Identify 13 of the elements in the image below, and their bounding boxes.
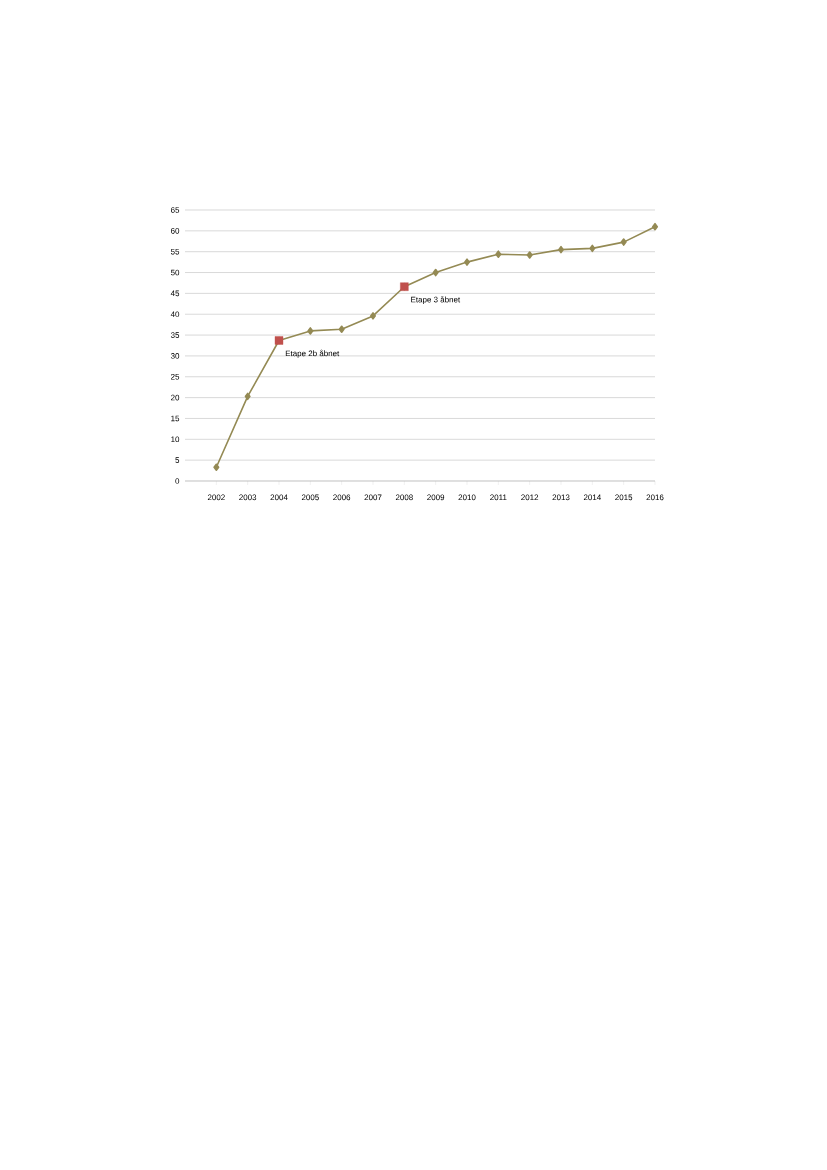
point — [213, 463, 220, 472]
point — [463, 258, 471, 266]
point — [589, 244, 596, 253]
point — [495, 250, 502, 258]
point — [651, 222, 659, 231]
point — [620, 238, 627, 246]
point — [557, 245, 565, 254]
point — [432, 268, 439, 277]
point — [369, 312, 377, 320]
point — [526, 251, 533, 259]
point — [338, 325, 345, 334]
point — [307, 327, 314, 335]
point — [244, 392, 251, 401]
